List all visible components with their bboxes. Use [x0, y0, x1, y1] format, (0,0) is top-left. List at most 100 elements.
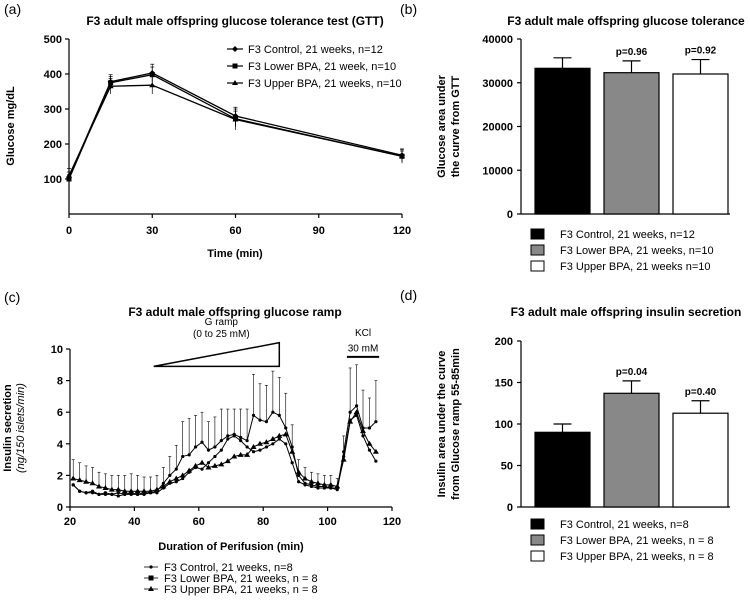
data-point-a: [399, 153, 405, 159]
data-point-c: [329, 486, 333, 490]
legend-marker-c: [148, 575, 154, 581]
y-tick-label-d: 200: [495, 336, 513, 348]
legend-label-d: F3 Lower BPA, 21 weeks, n = 8: [560, 535, 714, 547]
data-point-c: [181, 454, 185, 459]
legend-label-c: F3 Lower BPA, 21 weeks, n = 8: [164, 573, 318, 585]
legend-label-c: F3 Upper BPA, 21 weeks, n = 8: [164, 584, 318, 596]
y-tick-label-a: 300: [44, 104, 62, 116]
y-tick-label-c: 6: [57, 407, 63, 419]
legend-label-c: F3 Control, 21 weeks, n=8: [164, 562, 293, 574]
legend-label-a: F3 Upper BPA, 21 weeks, n=10: [248, 78, 402, 90]
data-point-c: [174, 467, 178, 471]
y-axis-label-b: Glucose area under: [436, 74, 448, 177]
legend-swatch-d: [530, 518, 545, 530]
data-point-c: [250, 443, 257, 449]
legend-label-b: F3 Upper BPA, 21 weeks n=10: [560, 261, 711, 273]
data-point-c: [213, 445, 217, 449]
data-point-c: [263, 439, 270, 445]
legend-swatch-d: [530, 550, 545, 562]
data-point-c: [295, 469, 302, 475]
series-line-c: [72, 404, 377, 495]
x-tick-label-a: 90: [313, 225, 325, 237]
data-point-c: [256, 440, 263, 446]
x-axis-label-c: Duration of Perifusion (min): [158, 541, 304, 553]
legend-swatch-b: [530, 260, 545, 272]
y-tick-label-d: 50: [501, 461, 513, 473]
p-value-label-d: p=0.04: [616, 367, 648, 378]
y-axis-label-c: (ng/150 islets/min): [15, 383, 27, 473]
data-point-c: [200, 440, 204, 444]
p-value-label-b: p=0.92: [685, 46, 717, 57]
legend-label-a: F3 Lower BPA, 21 week, n=10: [248, 61, 396, 73]
x-tick-label-c: 20: [64, 516, 76, 528]
data-point-c: [340, 456, 347, 462]
data-point-c: [83, 478, 90, 484]
data-point-c: [224, 458, 231, 464]
data-point-c: [366, 440, 373, 446]
data-point-c: [239, 439, 243, 443]
data-point-c: [309, 483, 314, 487]
data-point-c: [70, 475, 77, 481]
data-point-c: [284, 426, 288, 430]
y-tick-label-d: 100: [495, 419, 513, 431]
data-point-c: [245, 439, 249, 443]
glucose-ramp-triangle: [153, 341, 281, 368]
legend-marker-c: [148, 586, 154, 591]
data-point-c: [147, 488, 154, 494]
data-point-c: [374, 459, 378, 463]
data-point-c: [264, 445, 269, 449]
data-point-c: [168, 473, 172, 477]
panel-label-a: (a): [4, 1, 21, 17]
data-point-c: [303, 481, 307, 485]
data-point-c: [173, 475, 180, 481]
data-point-c: [284, 442, 288, 446]
y-tick-label-c: 0: [57, 502, 63, 514]
x-tick-label-a: 0: [66, 225, 72, 237]
data-point-c: [245, 445, 249, 449]
y-tick-label-b: 30000: [482, 78, 513, 90]
y-tick-label-c: 8: [57, 376, 63, 388]
legend-label-d: F3 Upper BPA, 21 weeks, n = 8: [560, 551, 714, 563]
x-tick-label-a: 60: [229, 225, 241, 237]
data-point-c: [116, 491, 120, 495]
data-point-c: [277, 413, 281, 417]
data-point-c: [271, 410, 275, 414]
data-point-a: [66, 172, 72, 178]
data-point-c: [166, 478, 173, 484]
ramp-annotation: G ramp: [205, 317, 239, 328]
y-tick-label-c: 10: [51, 344, 63, 356]
bar-b: [603, 72, 660, 215]
data-point-c: [213, 454, 217, 459]
data-point-c: [297, 480, 301, 484]
chart-title-a: F3 adult male offspring glucose toleranc…: [86, 14, 383, 28]
data-point-c: [277, 437, 281, 441]
x-tick-label-a: 120: [393, 225, 411, 237]
data-point-c: [219, 448, 223, 452]
bar-d: [672, 412, 729, 508]
x-tick-label-a: 30: [146, 225, 158, 237]
data-point-c: [179, 472, 186, 478]
legend-label-b: F3 Control, 21 weeks, n=12: [560, 229, 695, 241]
data-point-c: [78, 489, 82, 493]
data-point-c: [327, 481, 334, 487]
data-point-c: [200, 467, 204, 471]
data-point-c: [289, 448, 296, 454]
kcl-annotation: 30 mM: [348, 344, 379, 355]
x-tick-label-c: 120: [383, 516, 401, 528]
data-point-c: [360, 428, 367, 434]
series-line-a: [68, 84, 403, 176]
data-point-c: [282, 431, 289, 437]
data-point-c: [199, 459, 206, 465]
data-point-c: [116, 494, 120, 498]
y-axis-label-b: the curve from GTT: [450, 75, 462, 177]
data-point-c: [237, 451, 244, 457]
data-point-c: [89, 480, 96, 486]
data-point-c: [192, 462, 199, 468]
data-point-a: [107, 83, 114, 89]
data-point-c: [347, 418, 354, 424]
data-point-c: [186, 467, 193, 473]
data-point-c: [174, 480, 178, 484]
data-point-c: [84, 491, 88, 495]
ramp-annotation: (0 to 25 mM): [193, 329, 250, 340]
